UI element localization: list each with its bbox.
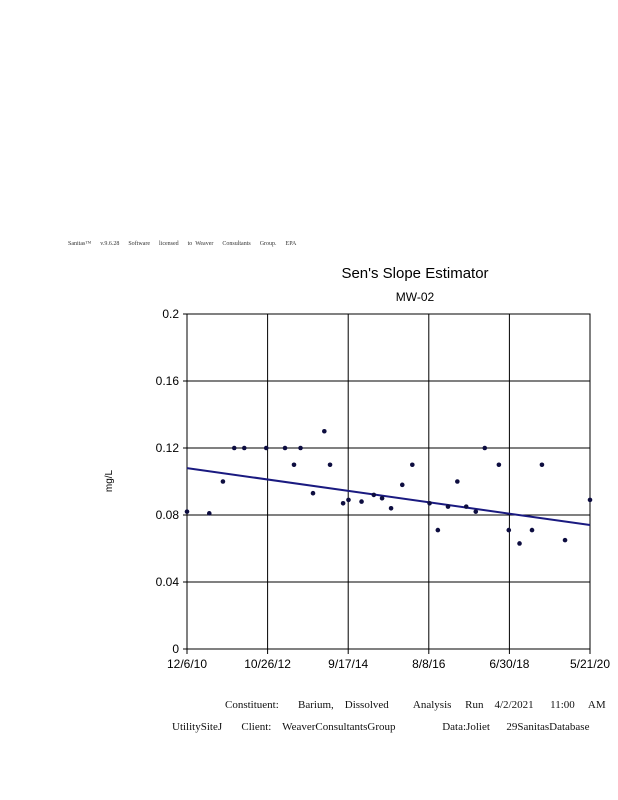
data-point (241, 445, 247, 451)
y-tick-label: 0 (172, 642, 179, 656)
chart-subtitle: MW-02 (396, 290, 435, 304)
data-point (587, 497, 593, 503)
data-point (496, 462, 502, 468)
data-point (327, 462, 333, 468)
x-tick-label: 12/6/10 (167, 657, 207, 671)
data-point (359, 499, 364, 504)
y-tick-label: 0.04 (156, 575, 180, 589)
data-point (346, 497, 351, 503)
data-point (206, 511, 212, 516)
data-point (298, 445, 303, 451)
data-point (562, 537, 568, 543)
trend-line-group (186, 467, 591, 527)
data-point (371, 492, 377, 498)
data-point (463, 504, 469, 509)
data-point (435, 527, 441, 533)
x-tick-label: 9/17/14 (328, 657, 368, 671)
data-point (427, 500, 432, 506)
data-point (410, 462, 415, 468)
data-point (388, 506, 394, 511)
data-point (379, 495, 385, 501)
data-point (517, 541, 522, 546)
data-point (455, 479, 460, 484)
data-point (529, 527, 535, 533)
data-point (340, 500, 346, 506)
y-ticks: 0 0.04 0.08 0.12 0.16 0.2 (156, 307, 180, 656)
y-tick-label: 0.2 (162, 307, 179, 321)
data-point (539, 462, 545, 468)
y-axis-label: mg/L (104, 469, 115, 492)
data-point (322, 428, 327, 434)
data-point (263, 445, 269, 451)
data-point (220, 479, 226, 484)
data-point (231, 445, 237, 451)
plot-frame (186, 313, 591, 650)
footer-line-2: UtilitySiteJ Client: WeaverConsultantsGr… (172, 721, 590, 733)
data-points (184, 428, 593, 546)
data-point (445, 504, 451, 509)
data-point (184, 509, 190, 514)
data-point (482, 445, 488, 451)
data-point (310, 490, 316, 496)
x-tick-label: 5/21/20 (570, 657, 610, 671)
data-point (291, 462, 297, 468)
x-tick-label: 10/26/12 (244, 657, 291, 671)
footer-line-1: Constituent: Barium, Dissolved Analysis … (225, 699, 606, 711)
data-point (473, 509, 479, 514)
y-tick-label: 0.16 (156, 374, 180, 388)
x-tick-label: 8/8/16 (412, 657, 446, 671)
data-point (282, 445, 288, 451)
x-ticks: 12/6/10 10/26/12 9/17/14 8/8/16 6/30/18 5/21/… (167, 657, 610, 671)
data-point (506, 527, 512, 533)
y-tick-label: 0.08 (156, 508, 180, 522)
y-tick-label: 0.12 (156, 441, 180, 455)
chart-title: Sen's Slope Estimator (341, 265, 488, 282)
data-point (399, 482, 405, 488)
license-banner: Sanitas™ v.9.6.28 Software licensed to W… (68, 241, 297, 247)
x-tick-label: 6/30/18 (489, 657, 529, 671)
grid (183, 313, 591, 654)
sen-slope-trend-line (186, 467, 591, 527)
